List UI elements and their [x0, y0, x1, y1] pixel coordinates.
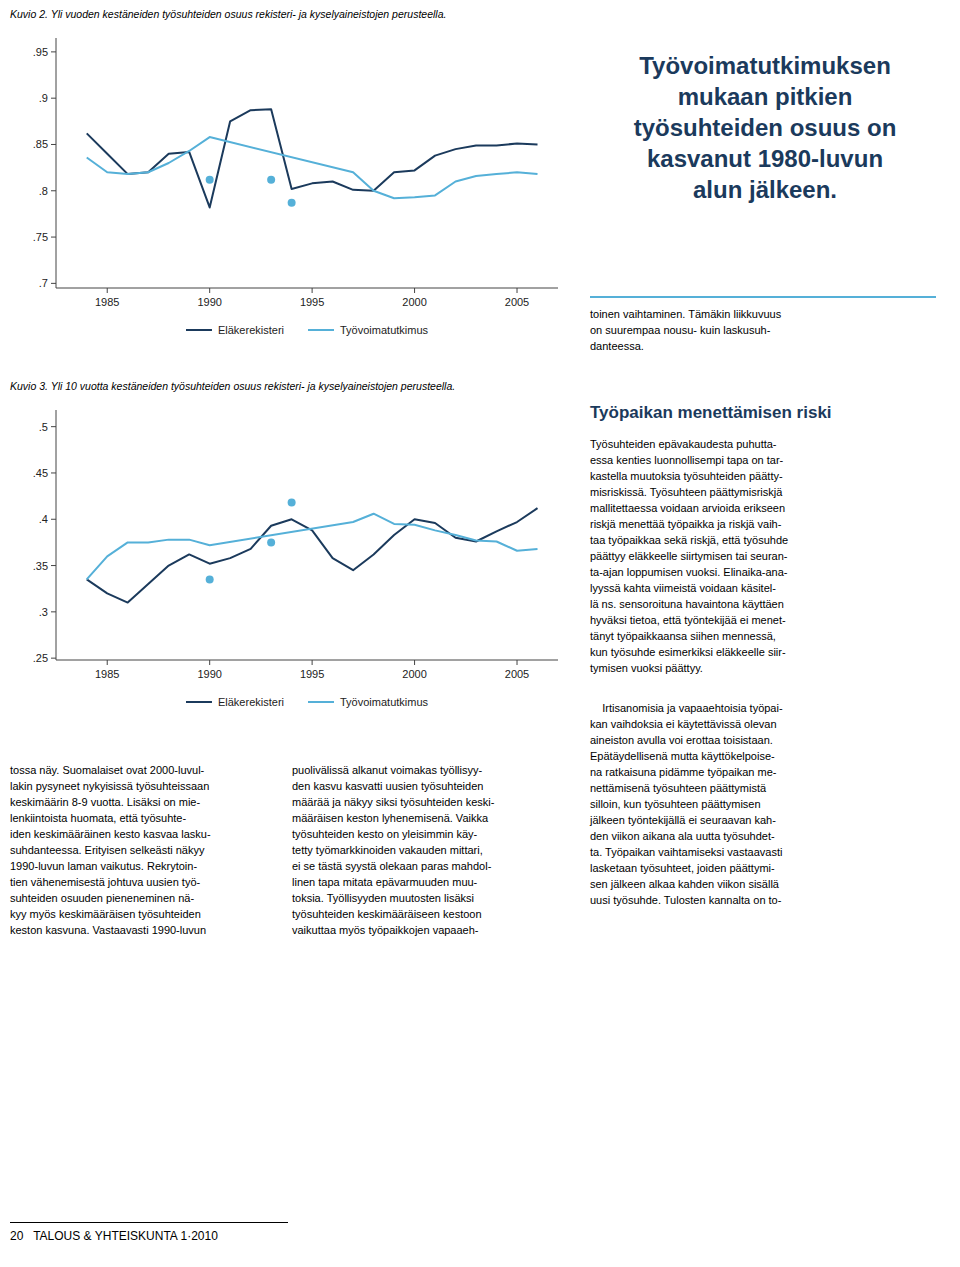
footer: 20 TALOUS & YHTEISKUNTA 1·2010 — [10, 1228, 218, 1244]
body-text: tossa näy. Suomalaiset ovat 2000-luvul- … — [10, 762, 211, 938]
x-tick-label: 2005 — [505, 296, 529, 308]
point — [206, 575, 214, 583]
line — [87, 514, 538, 580]
y-tick-label: .4 — [39, 513, 48, 525]
x-tick-label: 1990 — [197, 296, 221, 308]
y-tick-label: .75 — [33, 231, 48, 243]
y-tick — [51, 472, 56, 473]
y-tick — [51, 283, 56, 284]
x-tick — [209, 660, 210, 665]
x-tick — [414, 660, 415, 665]
y-tick-label: .45 — [33, 467, 48, 479]
point — [288, 499, 296, 507]
y-axis-line — [56, 410, 57, 660]
y-tick-label: .95 — [33, 46, 48, 58]
x-tick-label: 2005 — [505, 668, 529, 680]
x-tick-label: 1990 — [197, 668, 221, 680]
page: Kuvio 2. Yli vuoden kestäneiden työsuhte… — [0, 0, 960, 1267]
legend: Eläkerekisteri Työvoimatutkimus — [186, 696, 429, 708]
axes: 1985 1990 1995 2000 2005 .7 .75 .8 .85 .9 .95 — [33, 38, 558, 308]
y-tick-label: .7 — [39, 277, 48, 289]
chart-caption: Kuvio 3. Yli 10 vuotta kestäneiden työsu… — [10, 380, 455, 392]
axes: 1985 1990 1995 2000 2005 .25 .3 .35 .4 .45 .5 — [33, 410, 558, 680]
subheading: Työpaikan menettämisen riski — [590, 402, 832, 424]
body-text: toinen vaihtaminen. Tämäkin liikkuvuus o… — [590, 306, 781, 354]
y-tick-label: .8 — [39, 185, 48, 197]
point — [206, 176, 214, 184]
body-text: puolivälissä alkanut voimakas työllisyy-… — [292, 762, 494, 938]
x-tick — [517, 660, 518, 665]
x-tick-label: 1995 — [300, 668, 324, 680]
y-axis-line — [56, 38, 57, 288]
x-tick — [517, 288, 518, 293]
x-tick-label: 2000 — [402, 296, 426, 308]
y-tick — [51, 519, 56, 520]
x-tick — [209, 288, 210, 293]
legend-swatch — [308, 329, 334, 331]
y-tick — [51, 144, 56, 145]
y-tick-label: .9 — [39, 92, 48, 104]
x-axis-line — [56, 288, 558, 289]
legend-label: Eläkerekisteri — [218, 696, 284, 708]
point — [288, 199, 296, 207]
chart: 1985 1990 1995 2000 2005 .7 .75 .8 .85 .9 .95 Eläke… — [10, 30, 570, 350]
body-text: Työsuhteiden epävakaudesta puhutta- essa… — [590, 436, 788, 676]
x-tick — [312, 288, 313, 293]
body-text: Irtisanomisia ja vapaaehtoisia työpai- k… — [590, 700, 783, 908]
legend-item: Eläkerekisteri — [186, 696, 284, 708]
legend-swatch — [186, 329, 212, 331]
y-tick-label: .3 — [39, 606, 48, 618]
legend-swatch — [186, 701, 212, 703]
y-tick — [51, 426, 56, 427]
line — [87, 109, 538, 207]
line — [87, 508, 538, 602]
plot-area — [87, 109, 538, 207]
legend-label: Työvoimatutkimus — [340, 696, 429, 708]
y-tick — [51, 658, 56, 659]
point — [267, 176, 275, 184]
x-tick-label: 2000 — [402, 668, 426, 680]
point — [267, 538, 275, 546]
heading: Työvoimatutkimuksen mukaan pitkien työsu… — [590, 50, 940, 205]
separator — [590, 296, 936, 298]
y-tick — [51, 611, 56, 612]
x-tick-label: 1985 — [95, 668, 119, 680]
y-tick-label: .5 — [39, 421, 48, 433]
x-tick-label: 1995 — [300, 296, 324, 308]
legend-item: Eläkerekisteri — [186, 324, 284, 336]
y-tick — [51, 98, 56, 99]
x-axis-line — [56, 660, 558, 661]
chart: 1985 1990 1995 2000 2005 .25 .3 .35 .4 .45 .5 Eläke… — [10, 402, 570, 722]
x-tick-label: 1985 — [95, 296, 119, 308]
legend-item: Työvoimatutkimus — [308, 324, 429, 336]
y-tick-label: .35 — [33, 560, 48, 572]
y-tick — [51, 237, 56, 238]
y-tick — [51, 565, 56, 566]
x-tick — [107, 660, 108, 665]
x-tick — [414, 288, 415, 293]
legend-item: Työvoimatutkimus — [308, 696, 429, 708]
legend-label: Työvoimatutkimus — [340, 324, 429, 336]
x-tick — [312, 660, 313, 665]
y-tick — [51, 51, 56, 52]
legend-label: Eläkerekisteri — [218, 324, 284, 336]
chart-caption: Kuvio 2. Yli vuoden kestäneiden työsuhte… — [10, 8, 446, 20]
plot-area — [87, 499, 538, 603]
y-tick-label: .85 — [33, 138, 48, 150]
legend: Eläkerekisteri Työvoimatutkimus — [186, 324, 429, 336]
footer-rule — [10, 1222, 288, 1223]
y-tick — [51, 190, 56, 191]
legend-swatch — [308, 701, 334, 703]
line — [87, 137, 538, 198]
x-tick — [107, 288, 108, 293]
y-tick-label: .25 — [33, 652, 48, 664]
